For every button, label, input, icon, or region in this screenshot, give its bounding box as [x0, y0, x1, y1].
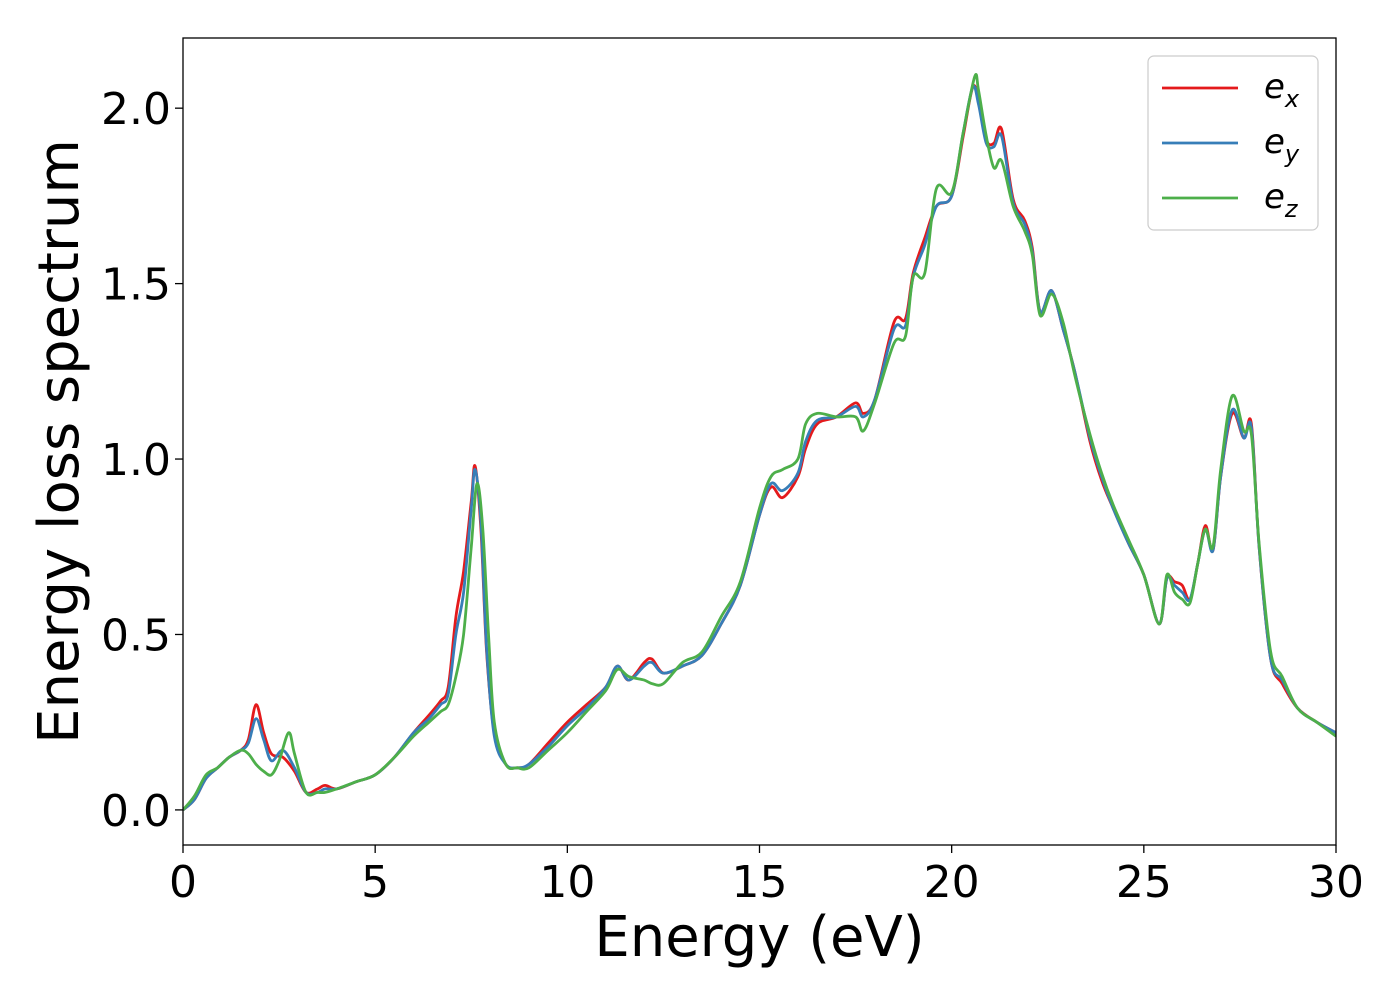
x-tick-label: 5: [361, 857, 389, 908]
x-tick-label: 30: [1308, 857, 1364, 908]
legend-label-x: ex: [1264, 67, 1300, 113]
y-axis: 0.0 0.5 1.0 1.5 2.0: [101, 84, 183, 837]
x-tick-label: 20: [924, 857, 980, 908]
x-tick-label: 25: [1116, 857, 1172, 908]
series-layer: [183, 73, 1336, 811]
legend-label-y: ey: [1264, 122, 1300, 168]
y-tick-label: 0.0: [101, 786, 171, 837]
y-axis-label: Energy loss spectrum: [27, 139, 92, 744]
legend: ex ey ez: [1147, 55, 1319, 231]
y-tick-label: 2.0: [101, 84, 171, 135]
x-axis: 0 5 10 15 20 25 30: [169, 845, 1364, 908]
series-line-z: [183, 73, 1336, 811]
y-tick-label: 1.5: [101, 260, 171, 311]
x-tick-label: 15: [732, 857, 788, 908]
x-axis-label: Energy (eV): [594, 905, 924, 970]
x-tick-label: 10: [539, 857, 595, 908]
legend-label-z: ez: [1264, 177, 1299, 223]
x-tick-label: 0: [169, 857, 197, 908]
y-tick-label: 1.0: [101, 435, 171, 486]
y-tick-label: 0.5: [101, 610, 171, 661]
